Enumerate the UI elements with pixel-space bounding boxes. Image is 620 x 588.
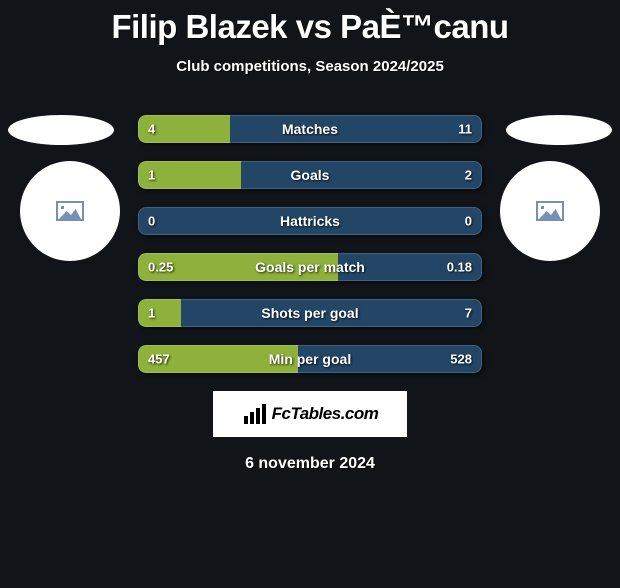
stat-value-right: 0 [465,214,472,229]
stat-row: 0.25Goals per match0.18 [138,253,482,281]
stat-label: Shots per goal [138,305,482,321]
stat-label: Goals per match [138,259,482,275]
player1-avatar [20,161,120,261]
bars-logo-icon [242,402,266,426]
ellipse-decoration-right [506,115,612,145]
player2-name: PaÈ™canu [340,8,508,45]
stat-row: 1Shots per goal7 [138,299,482,327]
stat-value-right: 528 [450,352,472,367]
stat-value-right: 0.18 [447,260,472,275]
date-text: 6 november 2024 [0,455,620,473]
player1-name: Filip Blazek [111,8,287,45]
stat-value-right: 2 [465,168,472,183]
player2-avatar [500,161,600,261]
stat-label: Hattricks [138,213,482,229]
stat-row: 0Hattricks0 [138,207,482,235]
stats-bars: 4Matches11 1Goals2 0Hattricks0 0.25Goals pe… [138,115,482,373]
comparison-title: Filip Blazek vs PaÈ™canu [0,8,620,46]
stat-row: 1Goals2 [138,161,482,189]
content-area: 4Matches11 1Goals2 0Hattricks0 0.25Goals pe… [0,115,620,473]
stat-label: Matches [138,121,482,137]
branding-badge: FcTables.com [213,391,407,437]
subtitle: Club competitions, Season 2024/2025 [0,58,620,75]
branding-text: FcTables.com [272,404,379,424]
placeholder-image-icon [536,201,564,221]
stat-label: Min per goal [138,351,482,367]
placeholder-image-icon [56,201,84,221]
ellipse-decoration-left [8,115,114,145]
stat-label: Goals [138,167,482,183]
stat-row: 4Matches11 [138,115,482,143]
stat-value-right: 7 [465,306,472,321]
stat-value-right: 11 [458,122,472,137]
stat-row: 457Min per goal528 [138,345,482,373]
vs-text: vs [296,8,332,45]
